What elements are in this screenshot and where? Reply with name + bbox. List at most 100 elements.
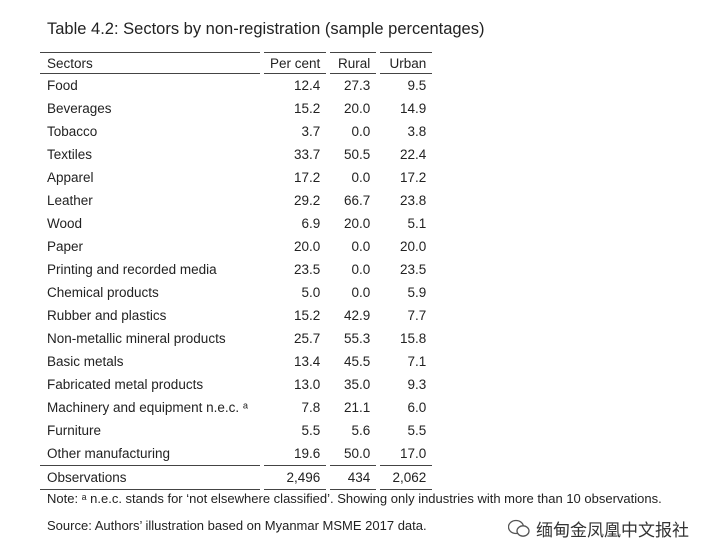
table-row: Printing and recorded media 23.5 0.0 23.5 (40, 258, 432, 281)
value-cell: 5.5 (301, 423, 321, 438)
table-row: Other manufacturing 19.6 50.0 17.0 (40, 442, 432, 465)
value-cell: 7.8 (301, 400, 321, 415)
footer-cell: Observations (40, 465, 260, 490)
table-row: Fabricated metal products 13.0 35.0 9.3 (40, 373, 432, 396)
value-cell: 15.8 (400, 331, 427, 346)
header-row: Sectors Per cent Rural Urban (40, 52, 433, 74)
sector-cell: Basic metals (47, 354, 124, 369)
value-cell: 19.6 (294, 446, 321, 461)
value-cell: 22.4 (400, 147, 427, 162)
sector-cell: Fabricated metal products (47, 377, 204, 392)
value-cell: 23.8 (400, 193, 427, 208)
footer-cell: 434 (330, 465, 377, 490)
value-cell: 6.0 (407, 400, 427, 415)
footer-row: Observations 2,496 434 2,062 (40, 465, 433, 490)
table-row: Food 12.4 27.3 9.5 (40, 74, 432, 97)
value-cell: 3.7 (301, 124, 321, 139)
value-cell: 27.3 (344, 78, 371, 93)
value-cell: 5.5 (407, 423, 427, 438)
value-cell: 3.8 (407, 124, 427, 139)
sector-cell: Non-metallic mineral products (47, 331, 226, 346)
table-row: Wood 6.9 20.0 5.1 (40, 212, 432, 235)
value-cell: 0.0 (351, 170, 371, 185)
value-cell: 17.2 (400, 170, 427, 185)
sector-cell: Wood (47, 216, 83, 231)
value-cell: 7.1 (407, 354, 427, 369)
value-cell: 33.7 (294, 147, 321, 162)
sector-cell: Machinery and equipment n.e.c. ᵃ (47, 400, 248, 415)
value-cell: 50.5 (344, 147, 371, 162)
value-cell: 35.0 (344, 377, 371, 392)
table-row: Paper 20.0 0.0 20.0 (40, 235, 432, 258)
sector-cell: Paper (47, 239, 84, 254)
value-cell: 13.0 (294, 377, 321, 392)
value-cell: 45.5 (344, 354, 371, 369)
header-cell: Urban (380, 52, 433, 74)
value-cell: 23.5 (294, 262, 321, 277)
value-cell: 29.2 (294, 193, 321, 208)
value-cell: 66.7 (344, 193, 371, 208)
sector-cell: Other manufacturing (47, 446, 171, 461)
sector-cell: Textiles (47, 147, 93, 162)
value-cell: 55.3 (344, 331, 371, 346)
sector-cell: Apparel (47, 170, 94, 185)
value-cell: 25.7 (294, 331, 321, 346)
table-row: Apparel 17.2 0.0 17.2 (40, 166, 432, 189)
sector-cell: Chemical products (47, 285, 159, 300)
table-row: Tobacco 3.7 0.0 3.8 (40, 120, 432, 143)
table-body: Food 12.4 27.3 9.5 Beverages 15.2 20.0 14.9 Toba… (40, 74, 433, 490)
sector-cell: Printing and recorded media (47, 262, 217, 277)
sector-cell: Leather (47, 193, 93, 208)
table-row: Machinery and equipment n.e.c. ᵃ 7.8 21.1 6… (40, 396, 432, 419)
footer-cell: 2,496 (264, 465, 327, 490)
header-cell: Rural (330, 52, 377, 74)
value-cell: 5.9 (407, 285, 427, 300)
value-cell: 0.0 (351, 239, 371, 254)
value-cell: 12.4 (294, 78, 321, 93)
value-cell: 42.9 (344, 308, 371, 323)
value-cell: 0.0 (351, 124, 371, 139)
sector-cell: Food (47, 78, 78, 93)
table-row: Rubber and plastics 15.2 42.9 7.7 (40, 304, 432, 327)
table-row: Basic metals 13.4 45.5 7.1 (40, 350, 432, 373)
header-cell: Per cent (264, 52, 327, 74)
value-cell: 0.0 (351, 262, 371, 277)
value-cell: 20.0 (344, 101, 371, 116)
value-cell: 9.5 (407, 78, 427, 93)
value-cell: 13.4 (294, 354, 321, 369)
value-cell: 5.1 (407, 216, 427, 231)
value-cell: 15.2 (294, 308, 321, 323)
value-cell: 17.2 (294, 170, 321, 185)
table: Sectors Per cent Rural Urban Food 12.4 27.3 9.… (36, 52, 436, 490)
sector-cell: Tobacco (47, 124, 98, 139)
value-cell: 20.0 (400, 239, 427, 254)
table-row: Chemical products 5.0 0.0 5.9 (40, 281, 432, 304)
header-cell: Sectors (40, 52, 260, 74)
value-cell: 14.9 (400, 101, 427, 116)
table-row: Textiles 33.7 50.5 22.4 (40, 143, 432, 166)
sector-cell: Furniture (47, 423, 102, 438)
table-row: Furniture 5.5 5.6 5.5 (40, 419, 432, 442)
value-cell: 5.6 (351, 423, 371, 438)
note: Note: ᵃ n.e.c. stands for ‘not elsewhere… (47, 491, 662, 506)
value-cell: 20.0 (344, 216, 371, 231)
table-row: Leather 29.2 66.7 23.8 (40, 189, 432, 212)
table-title: Table 4.2: Sectors by non-registration (… (47, 20, 485, 38)
watermark-text: 缅甸金凤凰中文报社 (536, 521, 689, 540)
value-cell: 23.5 (400, 262, 427, 277)
watermark: 缅甸金凤凰中文报社 (508, 516, 689, 541)
value-cell: 21.1 (344, 400, 371, 415)
table-row: Non-metallic mineral products 25.7 55.3 15.… (40, 327, 432, 350)
sector-cell: Rubber and plastics (47, 308, 167, 323)
value-cell: 20.0 (294, 239, 321, 254)
value-cell: 7.7 (407, 308, 427, 323)
value-cell: 17.0 (400, 446, 427, 461)
source: Source: Authors’ illustration based on M… (47, 518, 427, 533)
watermark-icon (508, 519, 530, 537)
table-row: Beverages 15.2 20.0 14.9 (40, 97, 432, 120)
value-cell: 5.0 (301, 285, 321, 300)
value-cell: 6.9 (301, 216, 321, 231)
value-cell: 50.0 (344, 446, 371, 461)
value-cell: 0.0 (351, 285, 371, 300)
